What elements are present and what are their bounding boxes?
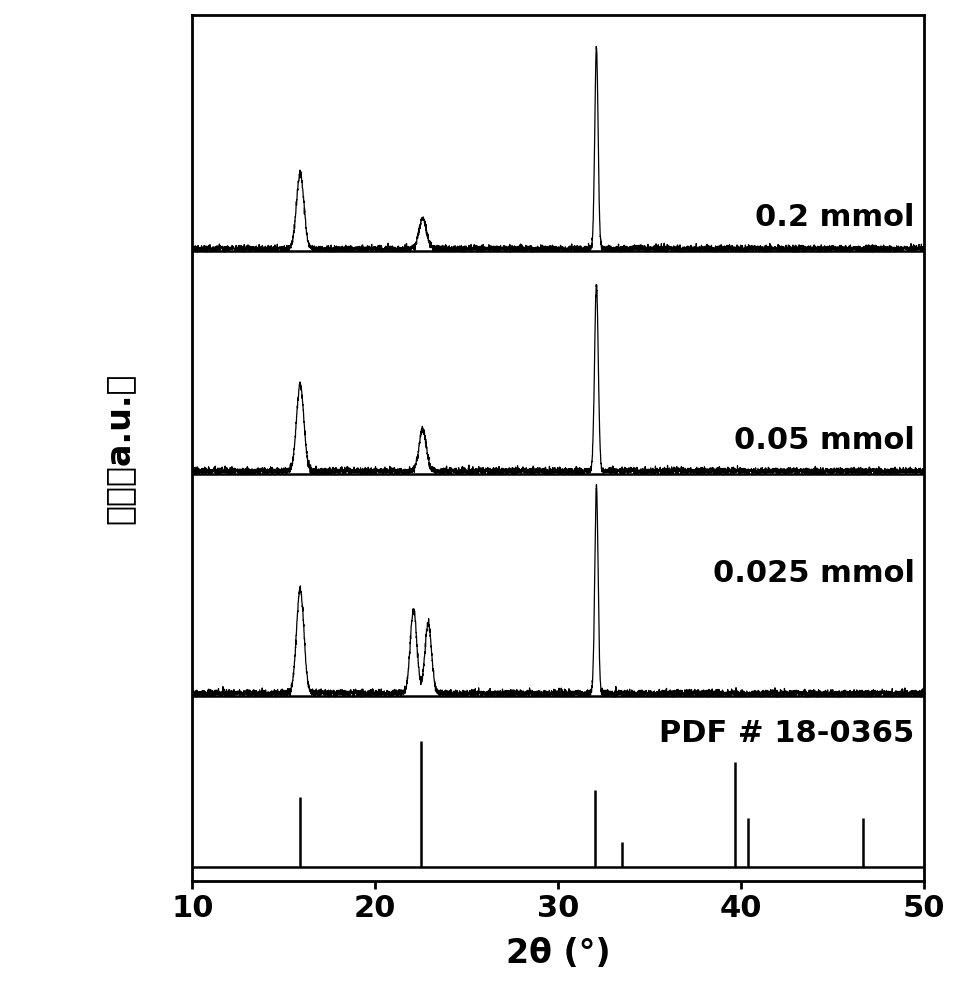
Text: PDF # 18-0365: PDF # 18-0365	[660, 719, 915, 749]
X-axis label: 2θ (°): 2θ (°)	[506, 937, 611, 970]
Text: 强度（a.u.）: 强度（a.u.）	[103, 372, 135, 524]
Text: 0.05 mmol: 0.05 mmol	[733, 426, 915, 455]
Text: 0.025 mmol: 0.025 mmol	[712, 559, 915, 588]
Text: 0.2 mmol: 0.2 mmol	[756, 203, 915, 232]
